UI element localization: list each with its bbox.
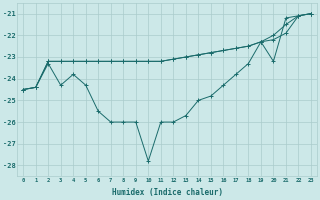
X-axis label: Humidex (Indice chaleur): Humidex (Indice chaleur)	[112, 188, 223, 197]
